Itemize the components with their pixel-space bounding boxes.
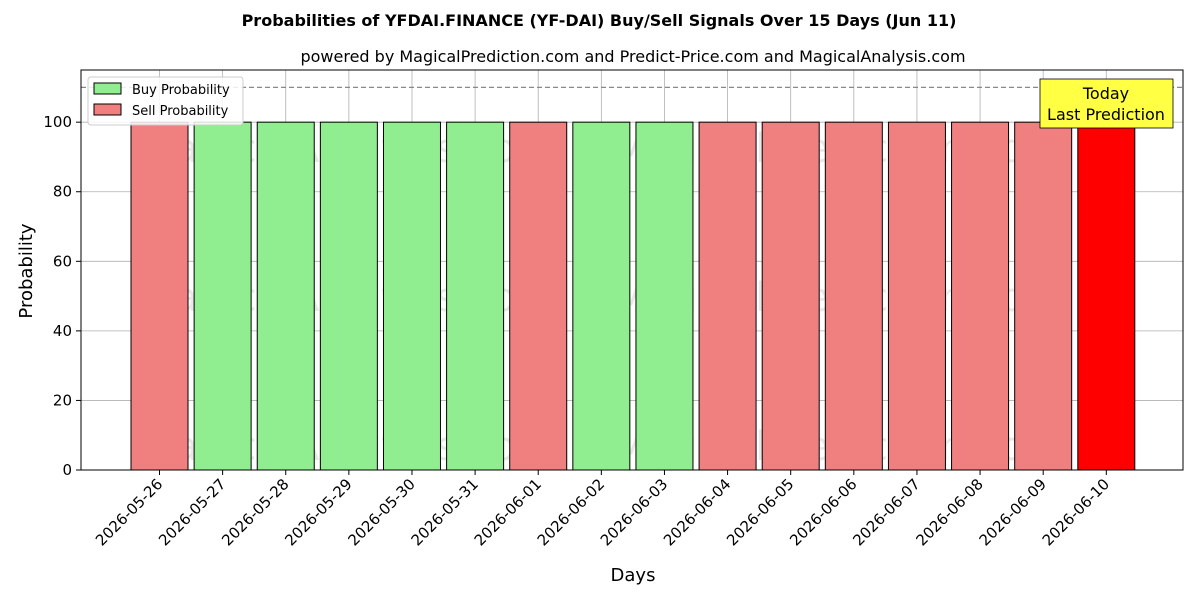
bar-sell — [824, 121, 883, 471]
y-tick-label: 40 — [53, 322, 72, 340]
bar-sell — [509, 121, 568, 471]
y-tick-label: 100 — [43, 113, 72, 131]
legend-swatch-buy — [93, 82, 122, 95]
y-axis-label: Probability — [16, 223, 37, 318]
x-tick-label: 2026-06-01 — [471, 475, 545, 549]
today-annotation-line1: Today — [1082, 84, 1129, 103]
bar-sell — [887, 121, 946, 471]
legend: Buy Probability Sell Probability — [87, 76, 244, 126]
x-tick-label: 2026-06-09 — [976, 475, 1050, 549]
chart-subtitle: powered by MagicalPrediction.com and Pre… — [300, 47, 965, 66]
bar-sell-today — [1077, 121, 1136, 471]
bar-buy — [193, 121, 252, 471]
today-annotation: Today Last Prediction — [1039, 78, 1174, 129]
bars — [130, 121, 1136, 471]
bar-sell — [130, 121, 189, 471]
bar-buy — [635, 121, 694, 471]
y-tick-label: 60 — [53, 252, 72, 270]
bar-buy — [572, 121, 631, 471]
chart-title: Probabilities of YFDAI.FINANCE (YF-DAI) … — [242, 11, 957, 30]
x-tick-label: 2026-05-29 — [281, 475, 355, 549]
y-axis-ticks: 0 20 40 60 80 100 — [43, 113, 81, 479]
x-tick-label: 2026-05-26 — [92, 475, 166, 549]
legend-label-sell: Sell Probability — [132, 104, 229, 119]
x-tick-label: 2026-06-06 — [786, 475, 860, 549]
x-tick-label: 2026-06-03 — [597, 475, 671, 549]
y-tick-label: 20 — [53, 391, 72, 409]
bar-sell — [1014, 121, 1073, 471]
x-tick-label: 2026-06-07 — [849, 475, 923, 549]
today-annotation-box — [1039, 78, 1174, 129]
x-tick-label: 2026-06-02 — [534, 475, 608, 549]
today-annotation-line2: Last Prediction — [1047, 105, 1165, 124]
y-tick-label: 0 — [62, 461, 72, 479]
x-tick-label: 2026-06-04 — [660, 475, 734, 549]
legend-swatch-sell — [93, 103, 122, 116]
x-tick-label: 2026-05-28 — [218, 475, 292, 549]
x-tick-label: 2026-06-05 — [723, 475, 797, 549]
bar-sell — [698, 121, 757, 471]
bar-buy — [446, 121, 505, 471]
bar-buy — [256, 121, 315, 471]
x-axis-ticks: 2026-05-262026-05-272026-05-282026-05-29… — [92, 470, 1113, 549]
x-tick-label: 2026-05-31 — [408, 475, 482, 549]
bar-buy — [319, 121, 378, 471]
x-tick-label: 2026-06-08 — [913, 475, 987, 549]
x-tick-label: 2026-05-27 — [155, 475, 229, 549]
bar-sell — [951, 121, 1010, 471]
plot-frame — [80, 69, 1184, 471]
bar-buy — [382, 121, 441, 471]
y-tick-label: 80 — [53, 183, 72, 201]
legend-box — [87, 76, 244, 126]
bar-sell — [761, 121, 820, 471]
x-tick-label: 2026-06-10 — [1039, 475, 1113, 549]
legend-label-buy: Buy Probability — [132, 83, 230, 98]
x-axis-label: Days — [611, 565, 656, 586]
x-tick-label: 2026-05-30 — [344, 475, 418, 549]
